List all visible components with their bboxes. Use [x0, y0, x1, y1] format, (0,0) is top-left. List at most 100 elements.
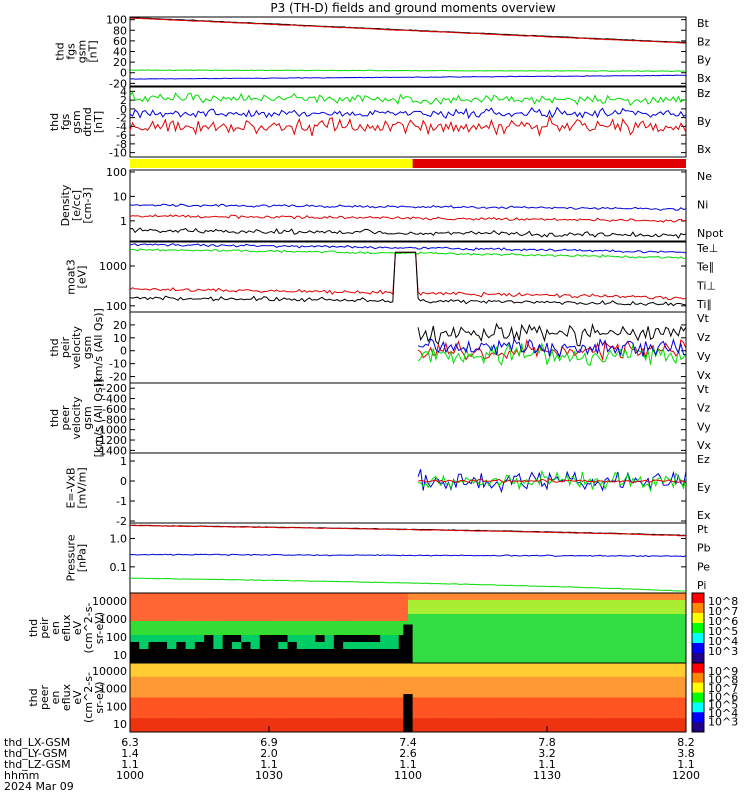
heatmap-cell [408, 711, 418, 719]
heatmap-cell [528, 676, 539, 685]
heatmap-cell [658, 642, 668, 650]
series-line-Vy [417, 341, 687, 367]
heatmap-cell [231, 697, 242, 705]
heatmap-cell [611, 663, 622, 671]
heatmap-cell [602, 663, 613, 671]
heatmap-cell [584, 690, 594, 698]
heatmap-cell [380, 718, 390, 726]
heatmap-cell [380, 614, 390, 622]
heatmap-cell [519, 676, 529, 685]
y-axis-label: gsm [81, 336, 94, 359]
series-line-Ni [129, 227, 687, 240]
heatmap-cell [593, 663, 604, 671]
heatmap-cell [370, 725, 381, 733]
heatmap-cell [472, 669, 483, 678]
heatmap-cell [676, 683, 687, 692]
heatmap-cell [547, 621, 557, 629]
heatmap-cell [676, 718, 687, 726]
heatmap-cell [482, 642, 492, 650]
y-axis-label: [cm-3] [81, 187, 94, 223]
heatmap-cell [537, 725, 548, 733]
heatmap-cell [472, 607, 483, 615]
heatmap-cell [482, 649, 492, 657]
heatmap-cell [584, 621, 594, 629]
heatmap-cell [408, 669, 418, 678]
heatmap-cell [296, 649, 307, 657]
heatmap-cell [500, 676, 511, 685]
y-tick-label: 80 [113, 24, 127, 37]
series-line-Ne [129, 214, 687, 223]
heatmap-cell [509, 669, 520, 678]
heatmap-cell [380, 649, 390, 657]
heatmap-cell [630, 669, 641, 678]
heatmap-cell [259, 697, 270, 705]
heatmap-cell [547, 642, 557, 650]
series-line-Npot [129, 203, 687, 211]
heatmap-cell [472, 704, 483, 712]
y-axis-label: [nT] [92, 111, 105, 133]
heatmap-cell [333, 635, 344, 643]
heatmap-cell [194, 718, 205, 726]
heatmap-cell [167, 704, 177, 712]
heatmap-cell [463, 697, 474, 705]
heatmap-cell [389, 593, 400, 601]
heatmap-cell [500, 718, 511, 726]
heatmap-cell [231, 718, 242, 726]
heatmap-cell [621, 614, 631, 622]
heatmap-cell [417, 704, 428, 712]
heatmap-cell [194, 676, 205, 685]
heatmap-cell [259, 649, 270, 657]
heatmap-cell [389, 718, 400, 726]
heatmap-cell [630, 600, 641, 608]
heatmap-cell [547, 656, 557, 664]
heatmap-cell [157, 663, 168, 671]
heatmap-cell [398, 600, 409, 608]
heatmap-cell [157, 628, 168, 636]
heatmap-cell [408, 649, 418, 657]
heatmap-cell [380, 663, 390, 671]
heatmap-cell [547, 607, 557, 615]
heatmap-cell [463, 600, 474, 608]
heatmap-cell [593, 593, 604, 601]
y-tick-label: 60 [113, 35, 127, 48]
heatmap-cell [259, 683, 270, 692]
heatmap-cell [509, 704, 520, 712]
heatmap-cell [408, 704, 418, 712]
heatmap-cell [250, 669, 261, 678]
y-axis-label: peer [59, 405, 72, 431]
heatmap-cell [343, 621, 353, 629]
heatmap-cell [370, 593, 381, 601]
heatmap-cell [389, 669, 400, 678]
heatmap-cell [287, 642, 298, 650]
heatmap-cell [333, 697, 344, 705]
legend-entry: Pi [697, 579, 706, 592]
heatmap-cell [287, 635, 298, 643]
heatmap-cell [222, 683, 233, 692]
heatmap-cell [213, 635, 224, 643]
legend-entry: Ez [697, 453, 710, 466]
heatmap-cell [157, 656, 168, 664]
heatmap-cell [269, 642, 279, 650]
heatmap-cell [574, 704, 585, 712]
heatmap-cell [139, 656, 150, 664]
heatmap-cell [648, 711, 659, 719]
heatmap-cell [231, 656, 242, 664]
heatmap-cell [574, 614, 585, 622]
heatmap-cell [343, 607, 353, 615]
colorbar-tick-label: 10^7 [708, 682, 738, 695]
heatmap-cell [482, 725, 492, 733]
heatmap-cell [361, 607, 372, 615]
legend-entry: By [697, 54, 712, 67]
heatmap-cell [185, 718, 196, 726]
heatmap-cell [658, 621, 668, 629]
heatmap-cell [435, 656, 446, 664]
heatmap-cell [408, 676, 418, 685]
heatmap-cell [574, 607, 585, 615]
heatmap-cell [315, 704, 326, 712]
heatmap-cell [259, 614, 270, 622]
heatmap-cell [315, 676, 326, 685]
heatmap-cell [445, 628, 455, 636]
heatmap-cell [287, 676, 298, 685]
heatmap-cell [222, 725, 233, 733]
heatmap-cell [157, 725, 168, 733]
